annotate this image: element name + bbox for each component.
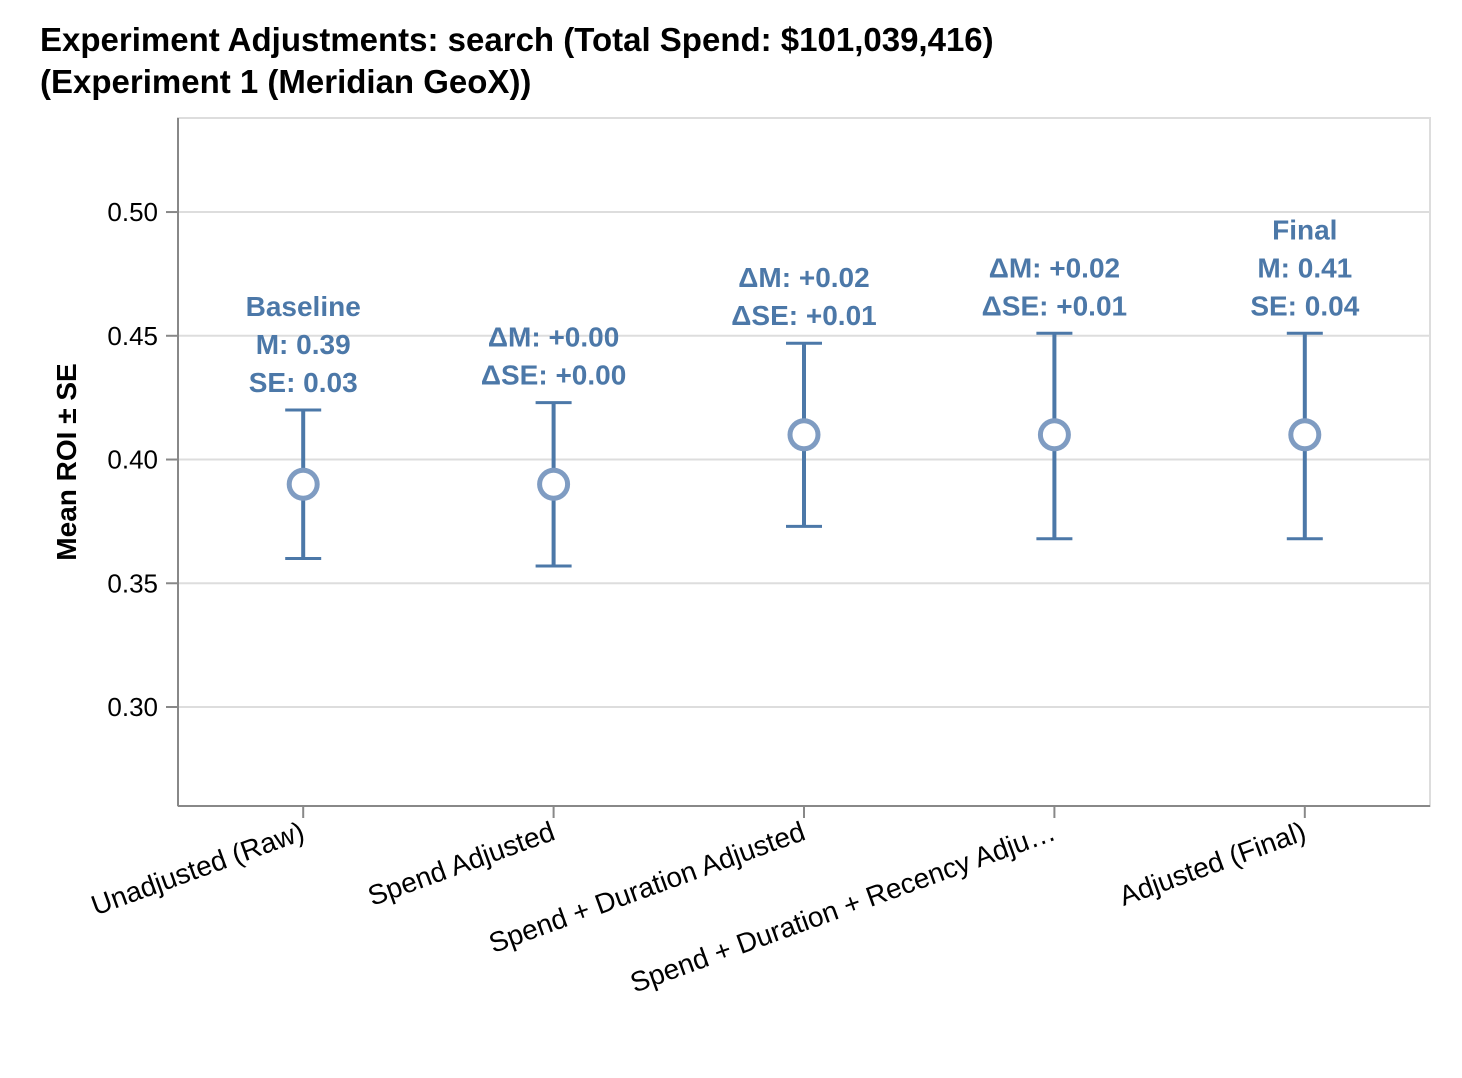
mean-point <box>1037 418 1071 452</box>
y-tick-label: 0.45 <box>107 321 158 351</box>
annotation-label: ΔM: +0.00 <box>488 322 619 353</box>
x-category-label: Spend + Duration + Recency Adju… <box>626 816 1059 999</box>
y-axis: 0.30 0.35 0.40 0.45 0.50 <box>107 118 179 806</box>
annotation-label: Final <box>1272 214 1337 245</box>
annotation-label: Baseline <box>246 291 361 322</box>
mean-point <box>1288 418 1322 452</box>
y-tick-label: 0.35 <box>107 568 158 598</box>
x-category-label: Unadjusted (Raw) <box>87 816 308 922</box>
annotation-label: ΔM: +0.02 <box>989 252 1120 283</box>
annotation-label: SE: 0.03 <box>249 367 358 398</box>
y-tick-label: 0.50 <box>107 197 158 227</box>
annotation-label: ΔSE: +0.01 <box>731 300 876 331</box>
y-tick-label: 0.30 <box>107 692 158 722</box>
chart-title-line-1: Experiment Adjustments: search (Total Sp… <box>40 21 994 58</box>
annotation-label: ΔM: +0.02 <box>738 262 869 293</box>
annotations: Baseline M: 0.39 SE: 0.03 ΔM: +0.00 ΔSE: +0.… <box>246 214 1360 398</box>
y-axis-title: Mean ROI ± SE <box>51 363 82 560</box>
x-category-label: Spend Adjusted <box>364 816 559 912</box>
annotation-label: M: 0.39 <box>256 329 351 360</box>
mean-point <box>537 467 571 501</box>
y-tick-label: 0.40 <box>107 445 158 475</box>
mean-point <box>787 418 821 452</box>
chart-title-line-2: (Experiment 1 (Meridian GeoX)) <box>40 63 531 100</box>
annotation-label: ΔSE: +0.01 <box>982 290 1127 321</box>
x-axis: Unadjusted (Raw) Spend Adjusted Spend + Du… <box>87 805 1430 999</box>
annotation-label: ΔSE: +0.00 <box>481 360 626 391</box>
mean-point <box>286 467 320 501</box>
annotation-label: M: 0.41 <box>1257 252 1352 283</box>
annotation-label: SE: 0.04 <box>1250 290 1359 321</box>
chart-title: Experiment Adjustments: search (Total Sp… <box>40 21 994 100</box>
data-marks <box>285 331 1323 568</box>
x-category-label: Adjusted (Final) <box>1115 816 1310 912</box>
